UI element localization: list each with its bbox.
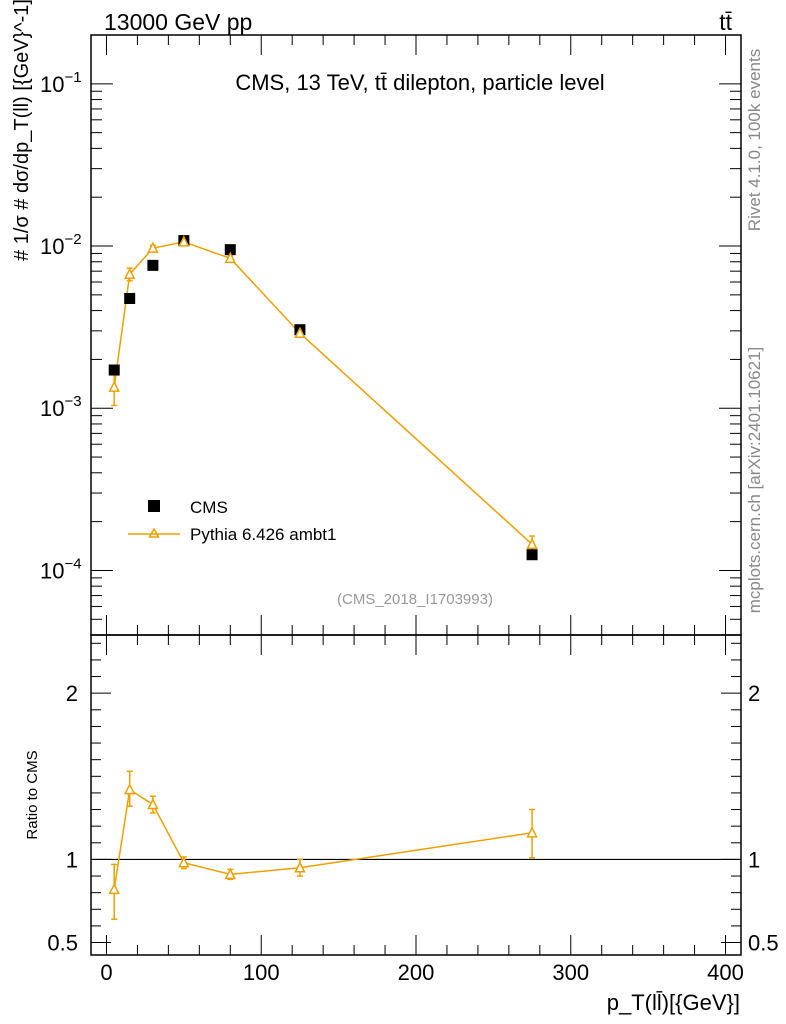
ratio-point — [108, 882, 120, 895]
y-tick-label: 10−4 — [40, 555, 82, 583]
rivet-info: Rivet 4.1.0, 100k events — [745, 49, 764, 231]
ratio-y-tick-label-left: 0.5 — [47, 931, 78, 956]
main-panel: CMS, 13 TeV, tt̄ dilepton, particle leve… — [11, 0, 742, 636]
pythia-point — [108, 380, 120, 392]
ratio-point — [123, 782, 136, 795]
pythia-point — [178, 235, 190, 247]
y-tick-label: 10−2 — [40, 231, 82, 259]
legend-marker-cms — [148, 500, 160, 512]
main-x-ticks — [105, 35, 727, 635]
main-title: CMS, 13 TeV, tt̄ dilepton, particle leve… — [235, 70, 604, 95]
energy-label: 13000 GeV pp — [104, 9, 252, 35]
process-label: tt̄ — [719, 9, 732, 35]
ratio-point — [224, 867, 236, 880]
ratio-y-tick-label-left: 1 — [66, 847, 78, 872]
y-tick-label: 10−3 — [40, 393, 82, 421]
ratio-y-tick-label-left: 2 — [66, 681, 78, 706]
main-data — [108, 235, 538, 561]
ratio-point — [526, 826, 538, 838]
ratio-panel: 0.5 0.5 1 1 2 2 0 100 200 300 400 Ratio to CMS p_… — [24, 634, 779, 1015]
analysis-label: (CMS_2018_I1703993) — [337, 591, 493, 608]
ratio-point — [178, 856, 190, 868]
cms-point — [526, 549, 538, 561]
source-info: mcplots.cern.ch [arXiv:2401.10621] — [745, 347, 764, 613]
main-frame — [90, 34, 742, 636]
ratio-y-ticks: 0.5 0.5 1 1 2 2 — [47, 642, 779, 956]
cms-point — [224, 244, 236, 256]
main-y-label: # 1/σ # dσ/dp_T(ll) [{GeV}^-1] — [11, 0, 33, 261]
pythia-point — [224, 251, 236, 264]
x-tick-label: 200 — [398, 960, 435, 985]
ratio-x-ticks: 0 100 200 300 400 — [100, 635, 744, 985]
legend: CMS Pythia 6.426 ambt1 — [128, 498, 336, 544]
ratio-y-tick-label-right: 2 — [748, 681, 760, 706]
ratio-y-label: Ratio to CMS — [24, 750, 41, 839]
cms-point — [147, 259, 159, 271]
legend-label-cms: CMS — [190, 498, 228, 517]
legend-marker-pythia — [148, 527, 160, 538]
ratio-line — [113, 788, 533, 890]
ratio-point — [294, 861, 306, 873]
pythia-point — [294, 326, 306, 338]
x-tick-label: 100 — [243, 960, 280, 985]
ratio-y-tick-label-right: 0.5 — [748, 931, 779, 956]
ratio-frame — [90, 634, 742, 956]
legend-label-pythia: Pythia 6.426 ambt1 — [190, 525, 336, 544]
pythia-point — [147, 241, 159, 253]
x-axis-label: p_T(ll̄)[{GeV}] — [607, 990, 740, 1015]
pythia-point — [526, 537, 538, 550]
main-y-ticks: 10−1 10−2 10−3 10−4 — [40, 34, 741, 636]
x-tick-label: 400 — [707, 960, 744, 985]
ratio-point — [147, 797, 159, 810]
pythia-point — [123, 267, 136, 279]
cms-point — [108, 364, 120, 376]
x-tick-label: 300 — [552, 960, 589, 985]
y-tick-label: 10−1 — [40, 69, 82, 97]
cms-point — [124, 292, 136, 304]
pythia-line — [113, 241, 533, 545]
x-tick-label: 0 — [100, 960, 112, 985]
ratio-data — [108, 770, 538, 921]
ratio-y-tick-label-right: 1 — [748, 847, 760, 872]
